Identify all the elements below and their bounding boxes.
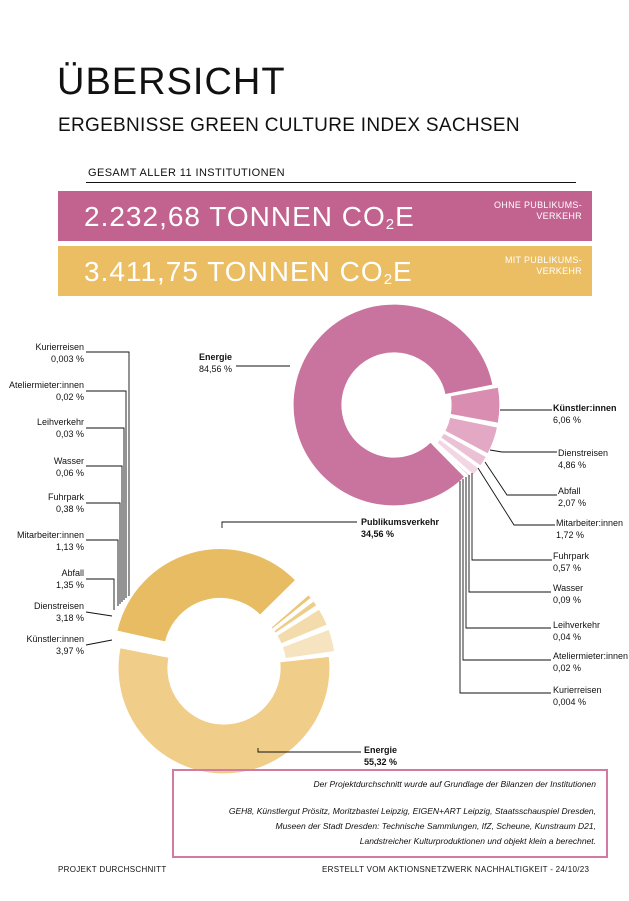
- leader-line: [86, 351, 130, 596]
- info-line-2: GEH8, Künstlergut Prösitz, Moritzbastei …: [228, 806, 596, 816]
- footer-right: ERSTELLT VOM AKTIONSNETZWERK NACHHALTIGK…: [322, 865, 590, 874]
- pink-slice-mitarbeiter-innen: [435, 438, 480, 477]
- leader-line: [484, 461, 557, 496]
- total-mit-sub: 2: [383, 271, 394, 288]
- yellow-slice-publikumsverkehr: [116, 547, 297, 643]
- yellow-label-mitarbeiter: Mitarbeiter:innen 1,13 %: [16, 530, 84, 552]
- yellow-slice-mitarbeiter-innen: [270, 593, 313, 631]
- total-mit-suffix: E: [393, 256, 413, 287]
- info-line-4: Landstreicher Kulturproduktionen und obj…: [359, 836, 596, 846]
- pink-label-leihverkehr: Leihverkehr 0,04 %: [553, 620, 601, 642]
- pink-label-fuhrpark: Fuhrpark 0,57 %: [553, 551, 590, 573]
- yellow-label-leihverkehr: Leihverkehr 0,03 %: [36, 417, 84, 439]
- yellow-label-dienstreisen: Dienstreisen 3,18 %: [33, 601, 84, 623]
- yellow-label-publikumsverkehr: Publikumsverkehr 34,56 %: [361, 517, 440, 539]
- leader-line: [86, 502, 121, 604]
- leader-line: [221, 521, 357, 528]
- pink-slice-kurierreisen: [432, 443, 470, 481]
- yellow-slice-k-nstler-innen: [281, 628, 336, 660]
- info-line-1: Der Projektdurchschnitt wurde auf Grundl…: [313, 779, 596, 789]
- leader-line: [85, 611, 113, 617]
- header-rule: [86, 182, 576, 183]
- info-box: Der Projektdurchschnitt wurde auf Grundl…: [172, 769, 608, 858]
- total-ohne-tag: OHNE PUBLIKUMS-VERKEHR: [493, 200, 582, 221]
- total-ohne-value: 2.232,68 TONNEN CO2E: [84, 200, 415, 242]
- total-ohne-publikumsverkehr-band: 2.232,68 TONNEN CO2E OHNE PUBLIKUMS-VERK…: [58, 191, 592, 241]
- pink-slice-dienstreisen: [443, 416, 499, 455]
- footer-left: PROJEKT DURCHSCHNITT: [58, 865, 167, 874]
- total-ohne-sub: 2: [385, 216, 396, 233]
- yellow-label-energie: Energie 55,32 %: [364, 745, 398, 767]
- yellow-label-kuenstler: Künstler:innen 3,97 %: [26, 634, 84, 656]
- total-ohne-suffix: E: [395, 201, 415, 232]
- leader-line: [468, 475, 551, 593]
- pink-label-mitarbeiter: Mitarbeiter:innen 1,72 %: [556, 518, 624, 540]
- yellow-label-kurierreisen: Kurierreisen 0,003 %: [35, 342, 84, 364]
- leader-line: [257, 748, 361, 753]
- pink-label-wasser: Wasser 0,09 %: [553, 583, 584, 605]
- total-mit-value: 3.411,75 TONNEN CO2E: [84, 255, 413, 297]
- pink-label-dienstreisen: Dienstreisen 4,86 %: [558, 448, 609, 470]
- leader-line: [86, 539, 119, 606]
- pink-label-energie: Energie 84,56 %: [198, 352, 232, 374]
- info-line-3: Museen der Stadt Dresden: Technische Sam…: [275, 821, 597, 831]
- pink-label-abfall: Abfall 2,07 %: [558, 486, 587, 508]
- pink-label-ateliermieter: Ateliermieter:innen 0,02 %: [553, 651, 629, 673]
- pink-slice-fuhrpark: [433, 442, 472, 479]
- pink-slice-abfall: [439, 432, 488, 468]
- yellow-label-fuhrpark: Fuhrpark 0,38 %: [47, 492, 84, 514]
- leader-line: [465, 477, 551, 629]
- total-ohne-number: 2.232,68 TONNEN CO: [84, 201, 386, 232]
- leader-line: [459, 481, 551, 694]
- pink-label-kurierreisen: Kurierreisen 0,004 %: [553, 685, 602, 707]
- pink-slice-k-nstler-innen: [449, 386, 501, 425]
- leader-line: [462, 479, 551, 661]
- leader-line: [86, 465, 123, 602]
- leader-line: [489, 449, 557, 453]
- yellow-slice-fuhrpark: [268, 591, 308, 628]
- leader-line: [471, 473, 552, 561]
- leader-line: [477, 467, 555, 526]
- leader-line: [85, 639, 113, 646]
- leader-line: [86, 427, 125, 600]
- page-title: ÜBERSICHT: [57, 61, 286, 103]
- yellow-label-ateliermieter: Ateliermieter:innen 0,02 %: [8, 380, 84, 402]
- leader-line: [86, 578, 115, 610]
- yellow-slice-abfall: [272, 599, 318, 635]
- scope-label: GESAMT ALLER 11 INSTITUTIONEN: [88, 167, 286, 179]
- total-mit-tag: MIT PUBLIKUMS-VERKEHR: [504, 255, 582, 276]
- total-mit-number: 3.411,75 TONNEN CO: [84, 256, 384, 287]
- total-mit-publikumsverkehr-band: 3.411,75 TONNEN CO2E MIT PUBLIKUMS-VERKE…: [58, 246, 592, 296]
- yellow-slice-energie: [117, 646, 331, 775]
- leader-line: [86, 390, 127, 598]
- yellow-slice-dienstreisen: [275, 608, 329, 645]
- pink-label-kuenstler: Künstler:innen 6,06 %: [553, 403, 617, 425]
- yellow-label-abfall: Abfall 1,35 %: [55, 568, 84, 590]
- page-subtitle: ERGEBNISSE GREEN CULTURE INDEX SACHSEN: [58, 115, 520, 136]
- yellow-label-wasser: Wasser 0,06 %: [53, 456, 84, 478]
